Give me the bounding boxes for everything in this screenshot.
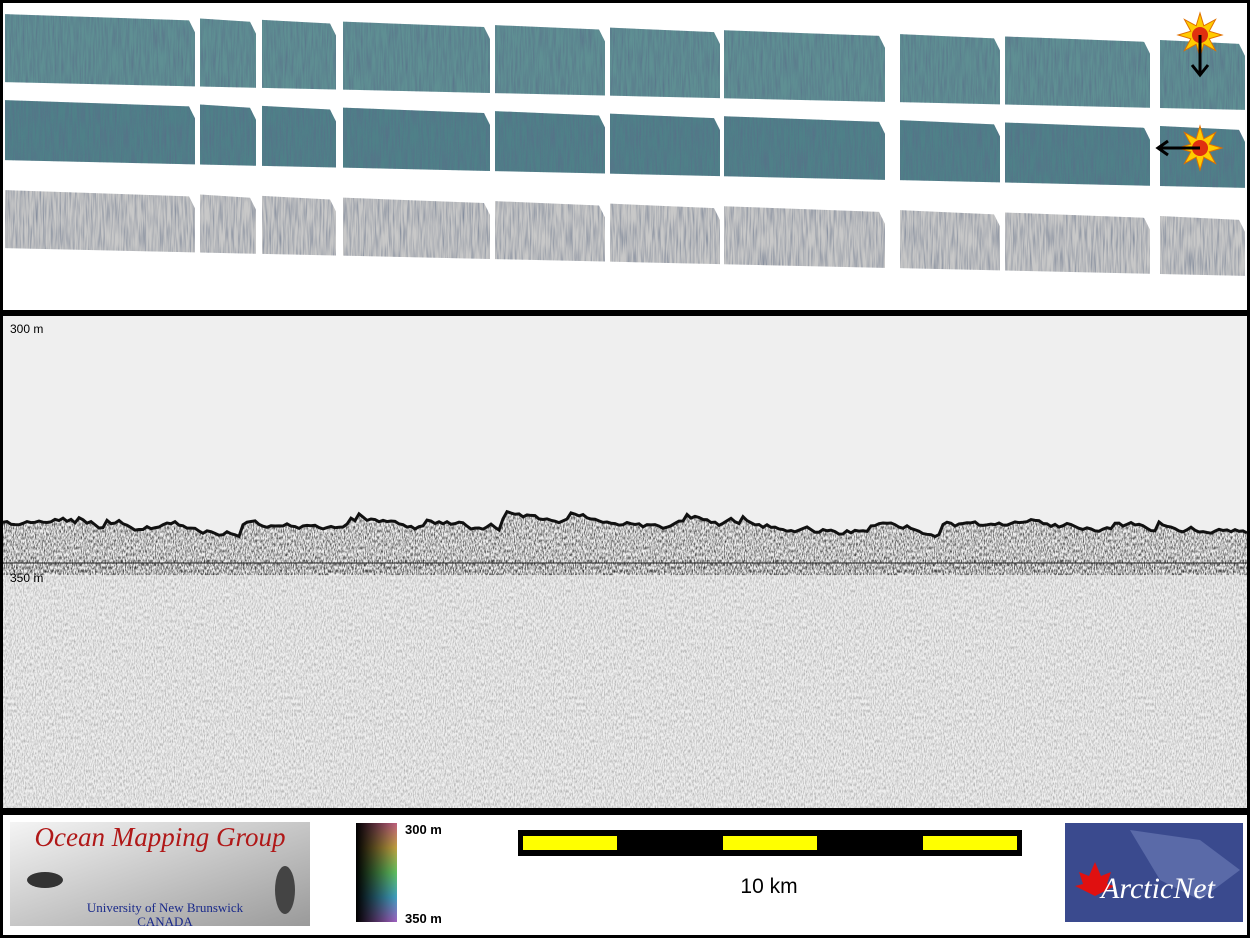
logo-title: Ocean Mapping Group bbox=[35, 822, 286, 852]
bathymetry-strip bbox=[262, 105, 336, 168]
bathymetry-strip bbox=[1005, 122, 1150, 186]
light-arrow bbox=[1155, 139, 1200, 157]
bathymetry-strip bbox=[343, 107, 490, 171]
seafloor-return bbox=[3, 511, 1247, 575]
subbottom-noise bbox=[3, 560, 1247, 808]
colorbar-label: 350 m bbox=[405, 911, 442, 926]
bathymetry-strip bbox=[610, 27, 720, 99]
backscatter-strip bbox=[900, 210, 1000, 271]
logo-map bbox=[1130, 830, 1240, 900]
colorbar-label: 300 m bbox=[405, 822, 442, 837]
bathymetry-strip bbox=[724, 30, 885, 102]
logo-text: CANADA bbox=[137, 914, 193, 929]
bathymetry-strip bbox=[900, 120, 1000, 183]
bathymetry-strip bbox=[900, 34, 1000, 105]
bathymetry-strip bbox=[5, 14, 195, 87]
bathymetry-strip bbox=[343, 21, 490, 93]
logo-text: University of New Brunswick bbox=[87, 900, 244, 915]
backscatter-strip bbox=[1160, 215, 1245, 276]
bathymetry-strip bbox=[610, 113, 720, 177]
logo-shape bbox=[275, 866, 295, 914]
colorbar-shade bbox=[356, 823, 397, 922]
bathymetry-strip bbox=[1005, 36, 1150, 108]
bathymetry-strip bbox=[200, 18, 256, 88]
scale-segment bbox=[923, 836, 1017, 850]
bathymetry-strip bbox=[5, 100, 195, 165]
omg-logo bbox=[10, 822, 310, 926]
depth-label: 300 m bbox=[10, 322, 43, 336]
seafloor-line bbox=[2, 509, 1248, 539]
backscatter-strip bbox=[200, 194, 256, 254]
depth-label: 350 m bbox=[10, 571, 43, 585]
backscatter-strip bbox=[5, 190, 195, 253]
scale-label: 10 km bbox=[740, 875, 797, 898]
light-arrow bbox=[1190, 35, 1210, 78]
bathymetry-strip bbox=[495, 25, 605, 96]
bathymetry-strip bbox=[200, 104, 256, 166]
partner-name: ArcticNet bbox=[1099, 872, 1216, 905]
swath-strips bbox=[5, 11, 1245, 276]
bathymetry-strip bbox=[495, 111, 605, 174]
scale-segment bbox=[723, 836, 817, 850]
logo-shape bbox=[27, 872, 63, 888]
backscatter-strip bbox=[1005, 212, 1150, 274]
scale-segment bbox=[523, 836, 617, 850]
bathymetry-strip bbox=[724, 116, 885, 180]
bathymetry-strip bbox=[1160, 39, 1245, 110]
backscatter-strip bbox=[343, 197, 490, 259]
maple-leaf bbox=[1075, 862, 1115, 896]
backscatter-strip bbox=[495, 201, 605, 262]
backscatter-strip bbox=[610, 203, 720, 265]
backscatter-strip bbox=[724, 206, 885, 268]
backscatter-strip bbox=[262, 195, 336, 256]
bathymetry-strip bbox=[262, 19, 336, 90]
